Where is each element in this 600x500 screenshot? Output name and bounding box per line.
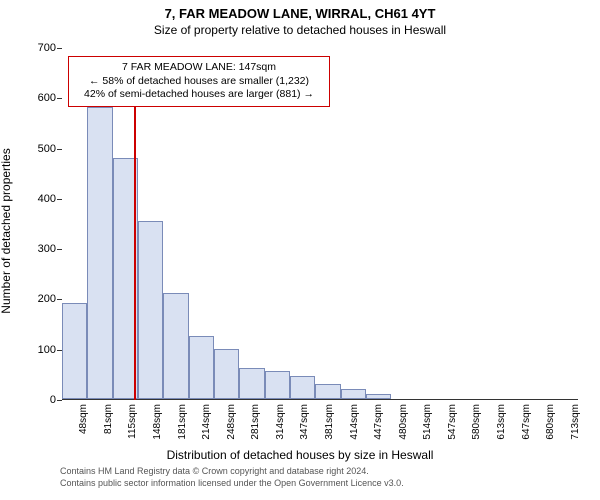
chart-title: 7, FAR MEADOW LANE, WIRRAL, CH61 4YT [0,0,600,21]
histogram-bar [341,389,366,399]
x-tick-label: 514sqm [422,404,433,440]
y-tick-label: 200 [38,293,56,305]
x-tick-label: 547sqm [447,404,458,440]
x-tick-label: 680sqm [545,404,556,440]
histogram-bar [163,293,188,399]
y-tick-label: 600 [38,92,56,104]
x-tick-label: 480sqm [398,404,409,440]
x-tick-label: 148sqm [152,404,163,440]
copyright-line-1: Contains HM Land Registry data © Crown c… [60,466,580,478]
x-tick-label: 381sqm [324,404,335,440]
y-tick-label: 0 [50,394,56,406]
x-axis-label: Distribution of detached houses by size … [0,448,600,462]
y-tick-label: 700 [38,42,56,54]
y-tick-label: 300 [38,243,56,255]
histogram-bar [366,394,391,399]
annotation-line: ← 58% of detached houses are smaller (1,… [75,75,323,89]
copyright-notice: Contains HM Land Registry data © Crown c… [60,466,580,489]
y-tick-label: 400 [38,193,56,205]
x-tick-label: 281sqm [250,404,261,440]
x-tick-label: 214sqm [201,404,212,440]
reference-line [134,106,136,400]
x-axis: 48sqm 81sqm 115sqm 148sqm 181sqm 214sqm 248sqm… [62,400,578,448]
x-tick-label: 81sqm [103,404,114,434]
y-axis: 0100200300400500600700 [0,48,62,400]
annotation-box: 7 FAR MEADOW LANE: 147sqm← 58% of detach… [68,56,330,107]
x-tick-label: 314sqm [275,404,286,440]
histogram-bar [189,336,214,399]
x-tick-label: 48sqm [78,404,89,434]
chart-subtitle: Size of property relative to detached ho… [0,21,600,41]
histogram-bar [315,384,340,399]
x-tick-label: 248sqm [226,404,237,440]
x-tick-label: 414sqm [349,404,360,440]
annotation-line: 42% of semi-detached houses are larger (… [75,88,323,102]
x-tick-label: 447sqm [373,404,384,440]
histogram-bar [290,376,315,399]
y-tick-label: 500 [38,143,56,155]
histogram-bar [87,107,112,399]
y-tick-label: 100 [38,344,56,356]
copyright-line-2: Contains public sector information licen… [60,478,580,490]
x-tick-label: 613sqm [496,404,507,440]
x-tick-label: 580sqm [471,404,482,440]
histogram-bar [239,368,264,399]
x-tick-label: 181sqm [177,404,188,440]
histogram-bar [62,303,87,399]
annotation-line: 7 FAR MEADOW LANE: 147sqm [75,61,323,75]
histogram-bar [214,349,239,399]
histogram-bar [138,221,163,400]
x-tick-label: 713sqm [570,404,581,440]
x-tick-label: 115sqm [127,404,138,439]
x-tick-label: 647sqm [521,404,532,440]
x-tick-label: 347sqm [299,404,310,440]
chart-plot-area: 7 FAR MEADOW LANE: 147sqm← 58% of detach… [62,48,578,400]
histogram-bar [265,371,290,399]
